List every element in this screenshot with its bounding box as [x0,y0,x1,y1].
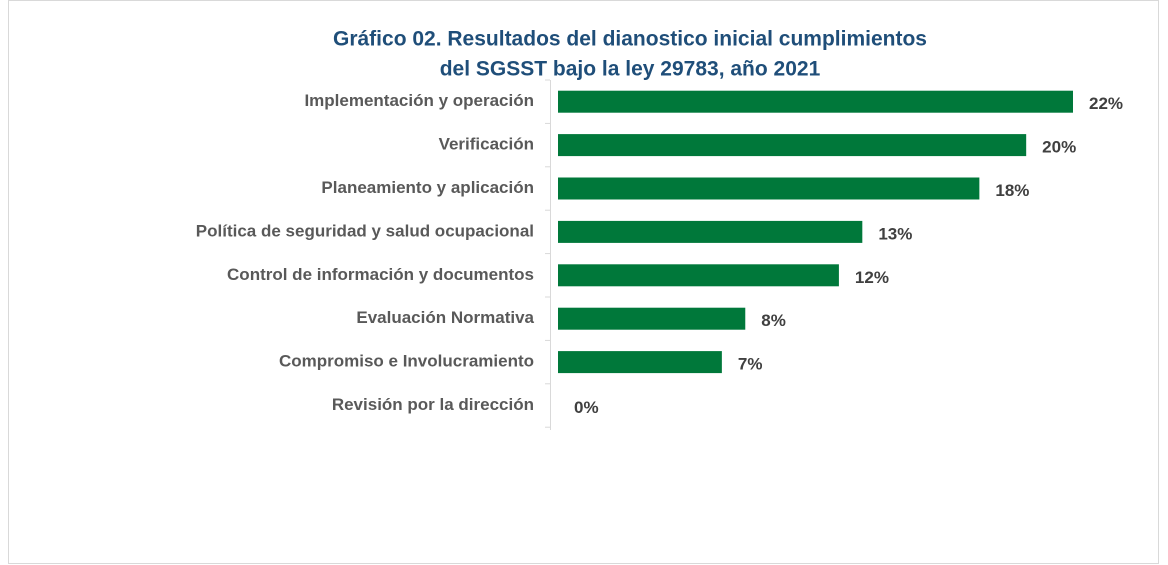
category-label: Verificación [439,135,534,154]
category-label: Política de seguridad y salud ocupaciona… [196,221,534,240]
value-label: 18% [995,181,1029,200]
value-label: 12% [855,268,889,287]
value-label: 0% [574,398,599,417]
bar [558,351,722,374]
bar [558,264,839,287]
category-label: Evaluación Normativa [356,308,534,327]
bar [558,307,746,330]
category-label: Implementación y operación [304,91,534,110]
value-label: 20% [1042,138,1076,157]
category-label: Compromiso e Involucramiento [279,352,534,371]
value-label: 8% [761,311,786,330]
bar [558,90,1073,113]
category-label: Planeamiento y aplicación [321,178,534,197]
bar [558,134,1027,157]
value-label: 13% [878,224,912,243]
chart-title: Gráfico 02. Resultados del dianostico in… [333,28,927,51]
value-label: 22% [1089,94,1123,113]
category-label: Revisión por la dirección [332,395,534,414]
bar [558,177,980,200]
chart-title: del SGSST bajo la ley 29783, año 2021 [440,58,821,81]
bar [558,220,863,243]
category-label: Control de información y documentos [227,265,534,284]
value-label: 7% [738,355,763,374]
